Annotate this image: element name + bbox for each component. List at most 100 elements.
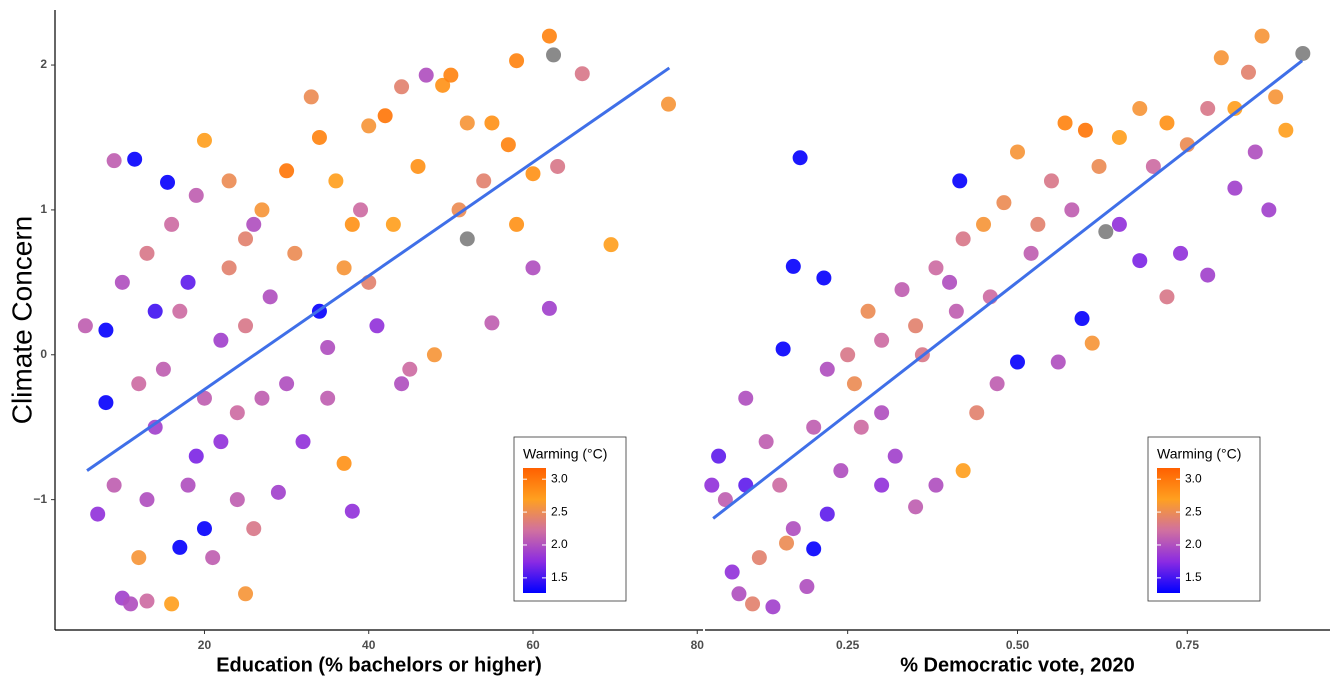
point <box>1145 158 1161 174</box>
point <box>385 216 401 232</box>
colorbar-label: 3.0 <box>1185 471 1202 485</box>
point <box>952 173 968 189</box>
x-axis-label: % Democratic vote, 2020 <box>900 654 1135 676</box>
point <box>1091 158 1107 174</box>
point <box>1268 89 1284 105</box>
point <box>1010 354 1025 370</box>
point <box>361 118 377 134</box>
point <box>196 521 212 537</box>
point <box>1057 115 1073 131</box>
point <box>353 202 369 218</box>
point <box>661 96 677 112</box>
point <box>1132 101 1148 117</box>
legend-title: Warming (°C) <box>523 446 607 462</box>
point <box>1111 216 1127 232</box>
point <box>196 132 212 148</box>
y-axis-label: Climate Concern <box>6 216 37 425</box>
point <box>806 541 822 557</box>
point <box>1084 335 1100 351</box>
point <box>955 463 971 479</box>
point <box>484 315 500 331</box>
point <box>1278 122 1294 138</box>
point <box>229 405 245 421</box>
point <box>833 463 849 479</box>
point <box>969 405 985 421</box>
point <box>1159 115 1175 131</box>
point <box>459 115 475 131</box>
point <box>806 419 822 435</box>
x-tick-label: 40 <box>362 638 376 652</box>
colorbar-label: 2.5 <box>1185 504 1202 518</box>
x-tick-label: 60 <box>526 638 540 652</box>
point <box>476 173 492 189</box>
point <box>894 282 910 298</box>
point <box>840 347 856 363</box>
point <box>238 318 254 334</box>
point <box>819 506 835 522</box>
point <box>745 596 761 612</box>
point <box>1111 129 1127 145</box>
point <box>908 499 924 515</box>
point <box>1030 216 1046 232</box>
point <box>147 303 163 319</box>
point <box>989 376 1005 392</box>
point <box>717 492 733 508</box>
point <box>98 395 114 411</box>
point <box>164 216 180 232</box>
point <box>765 599 781 615</box>
point <box>262 289 278 305</box>
point <box>785 258 801 274</box>
point <box>114 274 130 290</box>
point <box>394 79 410 95</box>
point <box>704 477 720 493</box>
point <box>1254 28 1270 44</box>
point <box>792 150 808 166</box>
point <box>546 47 562 63</box>
point <box>1010 144 1025 160</box>
point <box>500 137 516 153</box>
y-tick-label: 0 <box>40 347 47 361</box>
point <box>509 216 525 232</box>
point <box>394 376 410 392</box>
point <box>410 158 426 174</box>
point <box>229 492 245 508</box>
point <box>772 477 788 493</box>
point <box>785 521 801 537</box>
y-tick-label: 1 <box>40 202 47 216</box>
point <box>106 477 122 493</box>
point <box>270 484 286 500</box>
point <box>1213 50 1229 66</box>
point <box>1077 122 1093 138</box>
point <box>1132 253 1148 269</box>
point <box>1050 354 1066 370</box>
point <box>155 361 171 377</box>
point <box>147 419 163 435</box>
point <box>1227 180 1243 196</box>
point <box>751 550 767 566</box>
colorbar-label: 1.5 <box>551 570 568 584</box>
point <box>311 129 327 145</box>
point <box>164 596 180 612</box>
x-axis-label: Education (% bachelors or higher) <box>216 654 542 676</box>
point <box>731 586 747 602</box>
colorbar-label: 2.5 <box>551 504 568 518</box>
point <box>860 303 876 319</box>
point <box>1200 267 1216 283</box>
colorbar <box>1157 468 1180 593</box>
point <box>1261 202 1277 218</box>
point <box>160 174 176 190</box>
point <box>758 434 774 450</box>
point <box>976 216 992 232</box>
point <box>541 28 557 44</box>
point <box>775 341 791 357</box>
y-tick-label: −1 <box>33 492 47 506</box>
point <box>1074 311 1090 327</box>
point <box>1159 289 1175 305</box>
point <box>846 376 862 392</box>
point <box>418 67 434 83</box>
x-tick-label: 0.75 <box>1176 638 1200 652</box>
x-tick-label: 80 <box>691 638 705 652</box>
point <box>1064 202 1080 218</box>
point <box>525 166 541 182</box>
point <box>550 158 566 174</box>
